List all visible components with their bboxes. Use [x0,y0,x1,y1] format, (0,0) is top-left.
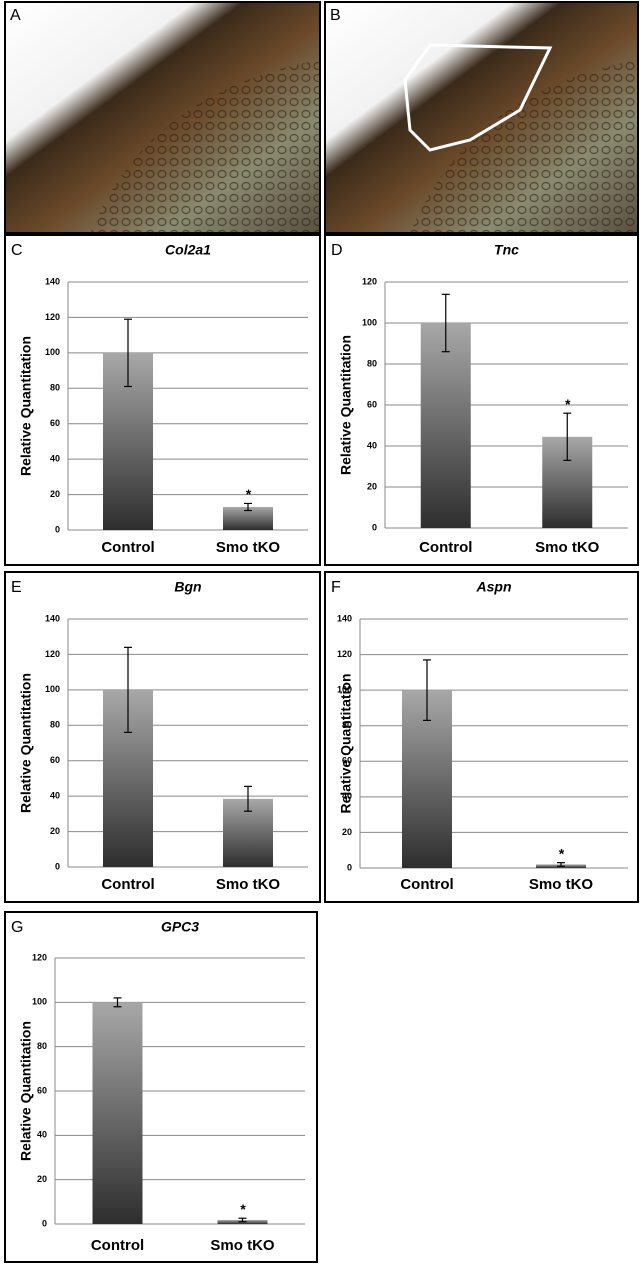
bar [223,506,273,530]
y-tick-label: 60 [50,418,60,428]
y-tick-label: 80 [37,1041,47,1051]
y-axis-label: Relative Quantitation [338,673,354,813]
x-tick-label: Smo tKO [529,876,594,893]
y-tick-label: 40 [342,791,352,801]
y-tick-label: 40 [37,1130,47,1140]
error-bar [557,862,565,867]
outline [403,43,553,152]
chart-title: Bgn [174,579,201,595]
x-tick-label: Control [101,539,154,556]
y-tick-label: 20 [50,489,60,499]
panel-label: D [331,242,343,259]
chart-panel: F Aspn Relative Quantitation 0 20 40 60 80 100 12… [324,571,639,903]
y-tick-label: 120 [45,312,60,322]
y-tick-label: 140 [45,276,60,286]
photo-a: A [4,1,321,234]
chart-panel: D Tnc Relative Quantitation 0 20 40 60 80 100 120… [324,234,639,566]
photo-b: B [324,1,639,234]
y-tick-label: 0 [42,1218,47,1228]
y-tick-label: 80 [50,720,60,730]
panel-label: C [11,242,23,259]
y-tick-label: 80 [50,383,60,393]
chart-panel: C Col2a1 Relative Quantitation 0 20 40 60 80 100… [4,234,321,566]
y-axis-label: Relative Quantitation [18,673,34,813]
chart-title: Aspn [476,579,512,595]
error-bar [244,785,252,812]
y-tick-label: 40 [367,440,377,450]
significance-mark: * [558,845,564,861]
chart-panel: E Bgn Relative Quantitation 0 20 40 60 80 100 120… [4,571,321,903]
y-tick-label: 20 [342,827,352,837]
panel-label: A [10,7,21,24]
panel-frame [4,234,321,566]
error-bar [563,412,572,461]
y-tick-label: 120 [32,952,47,962]
error-bar [124,646,132,733]
y-tick-label: 120 [45,649,60,659]
y-tick-label: 60 [37,1085,47,1095]
y-tick-label: 20 [367,481,377,491]
chart-title: Col2a1 [165,242,211,258]
panel-frame [4,911,318,1263]
significance-mark: * [565,396,571,412]
y-axis-label: Relative Quantitation [18,336,34,476]
y-tick-label: 40 [50,791,60,801]
y-tick-label: 140 [45,613,60,623]
x-tick-label: Control [101,876,154,893]
y-axis-label: Relative Quantitation [18,1021,34,1161]
y-tick-label: 60 [50,755,60,765]
chart-title: Tnc [494,242,519,258]
x-tick-label: Smo tKO [210,1237,275,1254]
y-tick-label: 100 [45,347,60,357]
x-tick-label: Control [419,539,472,556]
panel-label: G [11,919,23,936]
panel-label: B [330,7,341,24]
x-tick-label: Control [91,1237,144,1254]
error-bar [244,502,252,512]
panel-frame [4,571,321,903]
y-tick-label: 120 [337,649,352,659]
y-tick-label: 20 [50,826,60,836]
chart-title: GPC3 [161,919,199,935]
y-tick-label: 0 [347,862,352,872]
panel-frame [324,234,639,566]
y-tick-label: 0 [372,522,377,532]
y-tick-label: 20 [37,1174,47,1184]
y-tick-label: 0 [55,861,60,871]
error-bar [423,659,431,721]
panel-label: F [331,579,341,596]
bar [92,1002,143,1224]
x-tick-label: Smo tKO [535,539,600,556]
y-tick-label: 80 [342,720,352,730]
x-tick-label: Control [400,876,453,893]
significance-mark: * [245,486,251,502]
error-bar [124,318,132,388]
error-bar [238,1217,247,1223]
error-bar [113,997,122,1008]
x-tick-label: Smo tKO [216,876,281,893]
error-bar [441,293,450,353]
panel-frame [324,571,639,903]
significance-mark: * [240,1201,246,1217]
panel-label: E [11,579,22,596]
y-tick-label: 140 [337,613,352,623]
x-tick-label: Smo tKO [216,539,281,556]
y-tick-label: 60 [342,756,352,766]
y-tick-label: 0 [55,524,60,534]
y-tick-label: 100 [362,317,377,327]
chart-panel: G GPC3 Relative Quantitation 0 20 40 60 80 100 12… [4,911,318,1263]
y-tick-label: 120 [362,276,377,286]
y-axis-label: Relative Quantitation [338,335,354,475]
bar [420,323,471,528]
y-tick-label: 100 [337,685,352,695]
y-tick-label: 80 [367,358,377,368]
y-tick-label: 60 [367,399,377,409]
y-tick-label: 40 [50,454,60,464]
y-tick-label: 100 [45,684,60,694]
y-tick-label: 100 [32,997,47,1007]
